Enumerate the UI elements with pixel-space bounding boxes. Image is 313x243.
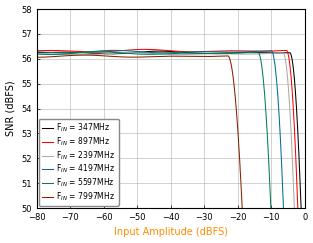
F$_{IN}$ = 347MHz (298, 170, 301, 173)
F$_{IN}$ = 2397MHz (293, 212, 296, 215)
F$_{IN}$ = 5597MHz (149, 53, 153, 56)
Line: F$_{IN}$ = 7997MHz: F$_{IN}$ = 7997MHz (37, 55, 305, 213)
F$_{IN}$ = 897MHz (138, 48, 141, 51)
F$_{IN}$ = 2397MHz (303, 212, 307, 215)
F$_{IN}$ = 4197MHz (303, 212, 307, 215)
F$_{IN}$ = 7997MHz (303, 212, 307, 215)
F$_{IN}$ = 7997MHz (298, 212, 302, 215)
Line: F$_{IN}$ = 347MHz: F$_{IN}$ = 347MHz (37, 51, 305, 213)
F$_{IN}$ = 4197MHz (298, 212, 302, 215)
F$_{IN}$ = 5597MHz (269, 212, 273, 215)
F$_{IN}$ = 2397MHz (81, 53, 85, 56)
F$_{IN}$ = 7997MHz (138, 56, 141, 59)
F$_{IN}$ = 5597MHz (298, 212, 302, 215)
F$_{IN}$ = 2397MHz (298, 212, 302, 215)
F$_{IN}$ = 5597MHz (97, 50, 101, 53)
F$_{IN}$ = 897MHz (65, 49, 69, 52)
F$_{IN}$ = 347MHz (81, 51, 85, 54)
F$_{IN}$ = 2397MHz (138, 51, 141, 54)
F$_{IN}$ = 897MHz (142, 48, 146, 51)
F$_{IN}$ = 5597MHz (35, 53, 38, 56)
F$_{IN}$ = 4197MHz (81, 51, 85, 54)
F$_{IN}$ = 4197MHz (112, 49, 116, 52)
F$_{IN}$ = 4197MHz (282, 212, 285, 215)
F$_{IN}$ = 5597MHz (81, 51, 85, 54)
F$_{IN}$ = 4197MHz (65, 52, 69, 54)
Line: F$_{IN}$ = 897MHz: F$_{IN}$ = 897MHz (37, 49, 305, 213)
F$_{IN}$ = 5597MHz (138, 53, 141, 56)
F$_{IN}$ = 2397MHz (269, 52, 273, 55)
F$_{IN}$ = 897MHz (269, 50, 273, 52)
F$_{IN}$ = 4197MHz (138, 50, 141, 53)
F$_{IN}$ = 347MHz (299, 212, 303, 215)
F$_{IN}$ = 7997MHz (65, 54, 69, 57)
F$_{IN}$ = 347MHz (149, 50, 153, 53)
F$_{IN}$ = 7997MHz (35, 56, 38, 59)
F$_{IN}$ = 7997MHz (149, 55, 153, 58)
F$_{IN}$ = 5597MHz (269, 205, 273, 208)
Line: F$_{IN}$ = 2397MHz: F$_{IN}$ = 2397MHz (37, 52, 305, 213)
F$_{IN}$ = 7997MHz (81, 54, 85, 57)
F$_{IN}$ = 4197MHz (35, 50, 38, 53)
F$_{IN}$ = 4197MHz (269, 49, 273, 52)
F$_{IN}$ = 2397MHz (149, 52, 153, 55)
F$_{IN}$ = 347MHz (35, 51, 38, 54)
Legend: F$_{IN}$ = 347MHz, F$_{IN}$ = 897MHz, F$_{IN}$ = 2397MHz, F$_{IN}$ = 4197MHz, F$: F$_{IN}$ = 347MHz, F$_{IN}$ = 897MHz, F$… (39, 119, 119, 206)
F$_{IN}$ = 897MHz (149, 48, 153, 51)
F$_{IN}$ = 7997MHz (82, 54, 86, 57)
F$_{IN}$ = 897MHz (298, 212, 302, 215)
F$_{IN}$ = 347MHz (157, 50, 161, 52)
F$_{IN}$ = 347MHz (303, 212, 307, 215)
F$_{IN}$ = 2397MHz (127, 51, 131, 54)
Line: F$_{IN}$ = 5597MHz: F$_{IN}$ = 5597MHz (37, 52, 305, 213)
F$_{IN}$ = 347MHz (138, 51, 141, 53)
F$_{IN}$ = 7997MHz (269, 212, 273, 215)
F$_{IN}$ = 7997MHz (241, 212, 244, 215)
X-axis label: Input Amplitude (dBFS): Input Amplitude (dBFS) (114, 227, 228, 237)
F$_{IN}$ = 897MHz (296, 212, 300, 215)
F$_{IN}$ = 2397MHz (35, 52, 38, 55)
F$_{IN}$ = 897MHz (81, 50, 85, 53)
F$_{IN}$ = 347MHz (65, 51, 69, 54)
F$_{IN}$ = 5597MHz (303, 212, 307, 215)
F$_{IN}$ = 897MHz (35, 49, 38, 52)
F$_{IN}$ = 5597MHz (65, 52, 69, 55)
F$_{IN}$ = 897MHz (303, 212, 307, 215)
F$_{IN}$ = 4197MHz (149, 51, 153, 54)
Line: F$_{IN}$ = 4197MHz: F$_{IN}$ = 4197MHz (37, 50, 305, 213)
F$_{IN}$ = 347MHz (269, 52, 273, 54)
Y-axis label: SNR (dBFS): SNR (dBFS) (6, 81, 16, 136)
F$_{IN}$ = 2397MHz (65, 53, 69, 56)
